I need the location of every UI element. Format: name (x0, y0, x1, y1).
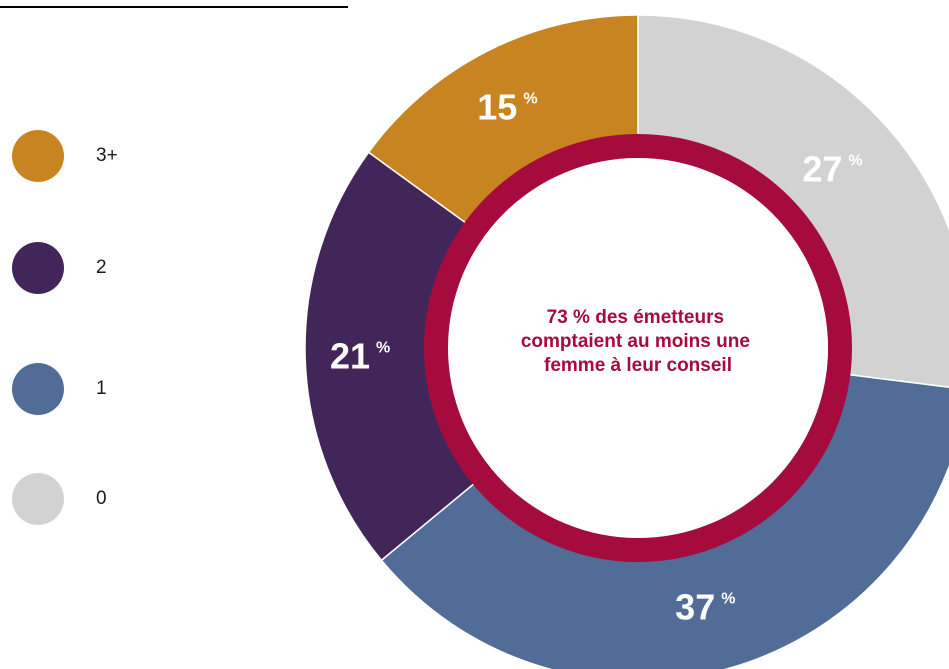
slice-label-0: 27% (802, 148, 862, 189)
legend-label-1: 1 (96, 378, 107, 399)
slice-label-2: 21% (330, 335, 390, 376)
legend-item-0: 0 (12, 473, 107, 525)
legend-label-0: 0 (96, 488, 107, 509)
slice-labels: 27 % 37 % 21 % 15% (330, 86, 863, 627)
legend-item-1: 1 (12, 363, 107, 415)
legend-label-3plus: 3+ (96, 145, 118, 166)
center-text-line-1: 73 % des émetteurs (547, 307, 724, 328)
legend-swatch-2 (12, 242, 64, 294)
center-hole (448, 158, 828, 538)
legend-label-2: 2 (96, 257, 107, 278)
legend-swatch-0 (12, 473, 64, 525)
legend-item-3plus: 3+ (12, 130, 118, 182)
legend-item-2: 2 (12, 242, 107, 294)
center-ring (424, 134, 852, 562)
slice-label-1: 37% (675, 586, 735, 627)
center-text: 73 % des émetteurs comptaient au moins u… (521, 307, 755, 376)
center-text-line-3: femme à leur conseil (544, 355, 732, 376)
legend-swatch-1 (12, 363, 64, 415)
center-text-line-2: comptaient au moins une (521, 331, 750, 352)
legend-swatch-3plus (12, 130, 64, 182)
slice-label-3plus: 15% (477, 86, 537, 127)
top-rule (0, 6, 348, 8)
